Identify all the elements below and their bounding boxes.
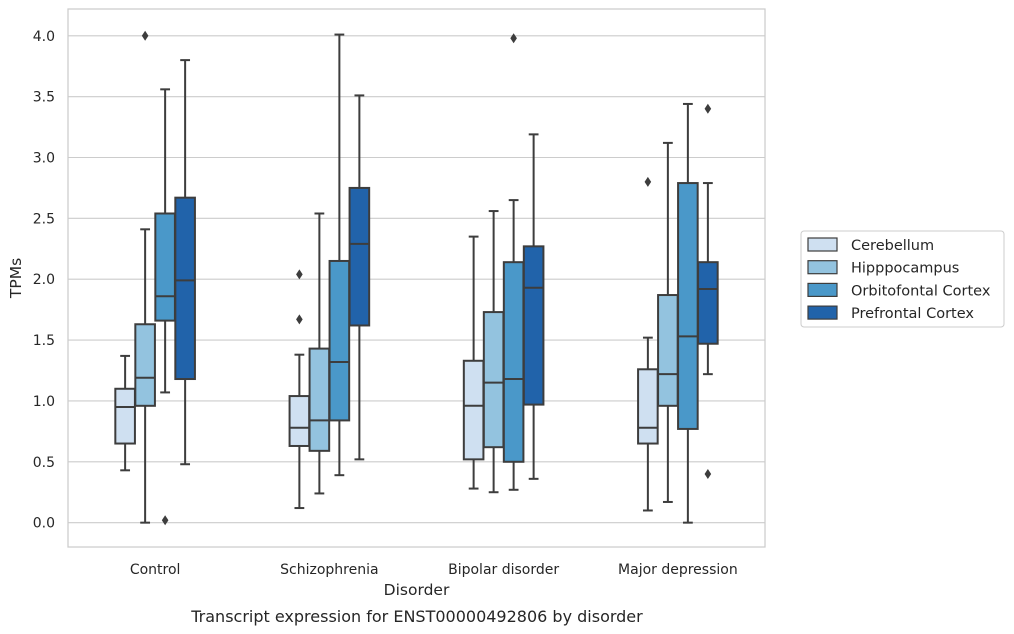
box-body [154, 212, 176, 322]
box [462, 235, 485, 490]
box-body [482, 311, 505, 449]
y-tick-label: 1.0 [33, 394, 55, 410]
box [174, 59, 196, 466]
box [697, 103, 719, 479]
legend-swatch [807, 237, 838, 252]
box [482, 210, 505, 494]
outlier-point [141, 30, 149, 41]
y-tick-labels: 0.0 0.5 1.0 1.5 2.0 2.5 3.0 3.5 4.0 [33, 29, 55, 532]
box [637, 176, 659, 512]
outlier-point [704, 468, 712, 479]
box-body [134, 323, 156, 407]
outlier-point [296, 314, 303, 325]
box [522, 133, 545, 480]
y-tick-label: 4.0 [33, 29, 55, 45]
box-body [308, 347, 331, 452]
y-tick-label: 3.5 [33, 90, 55, 106]
legend-item: Prefrontal Cortex [807, 305, 974, 322]
category-group [637, 102, 719, 524]
box-body [502, 261, 525, 463]
x-tick-label: Control [130, 562, 181, 578]
box-groups [114, 30, 719, 526]
box-body [637, 368, 659, 445]
box-body [522, 245, 545, 406]
box [134, 30, 156, 524]
category-group [114, 30, 196, 526]
x-tick-label: Schizophrenia [280, 562, 378, 578]
box [308, 212, 331, 495]
box-body [348, 186, 371, 327]
legend-label: Hipppocampus [851, 261, 959, 277]
box [657, 141, 679, 503]
outlier-point [644, 176, 652, 187]
x-tick-label: Major depression [618, 562, 738, 578]
chart-caption: Transcript expression for ENST0000049280… [190, 607, 643, 626]
legend-item: Cerebellum [807, 237, 934, 254]
box [154, 88, 176, 526]
box [677, 102, 699, 524]
y-tick-label: 1.5 [33, 333, 55, 349]
y-tick-label: 2.5 [33, 211, 55, 227]
box-body [697, 261, 719, 345]
y-tick-label: 2.0 [33, 272, 55, 288]
legend-label: Cerebellum [851, 238, 934, 254]
category-group [462, 33, 545, 494]
outlier-point [296, 269, 303, 280]
legend-swatch [807, 282, 838, 297]
plot-frame [67, 8, 766, 548]
box [288, 269, 311, 510]
legend-swatch [807, 260, 838, 275]
box-body [328, 259, 351, 422]
box-body [174, 196, 196, 381]
category-group [288, 33, 371, 510]
y-axis-label: TPMs [7, 258, 25, 299]
box [348, 94, 371, 461]
legend-item: Hipppocampus [807, 260, 959, 277]
y-tick-label: 3.0 [33, 150, 55, 166]
outlier-point [161, 515, 169, 526]
box-body [462, 359, 485, 461]
legend-label: Orbitofontal Cortex [851, 283, 991, 299]
box-body [288, 395, 311, 447]
legend-frame [800, 230, 1005, 328]
outlier-point [510, 33, 517, 44]
outlier-point [704, 103, 712, 114]
box [502, 33, 525, 491]
x-tick-labels: Control Schizophrenia Bipolar disorder Majo… [130, 562, 738, 578]
box-body [677, 182, 699, 430]
box [328, 33, 351, 477]
box-body [114, 387, 136, 445]
x-axis-label: Disorder [384, 581, 450, 599]
y-tick-label: 0.0 [33, 516, 55, 532]
y-tick-label: 0.5 [33, 455, 55, 471]
legend-item: Orbitofontal Cortex [807, 282, 991, 299]
box [114, 354, 136, 472]
x-tick-label: Bipolar disorder [448, 562, 559, 578]
legend-swatch [807, 305, 838, 320]
legend-label: Prefrontal Cortex [851, 306, 974, 322]
legend: Cerebellum Hipppocampus Orbitofontal Corte… [800, 230, 1005, 328]
box-body [657, 294, 679, 407]
